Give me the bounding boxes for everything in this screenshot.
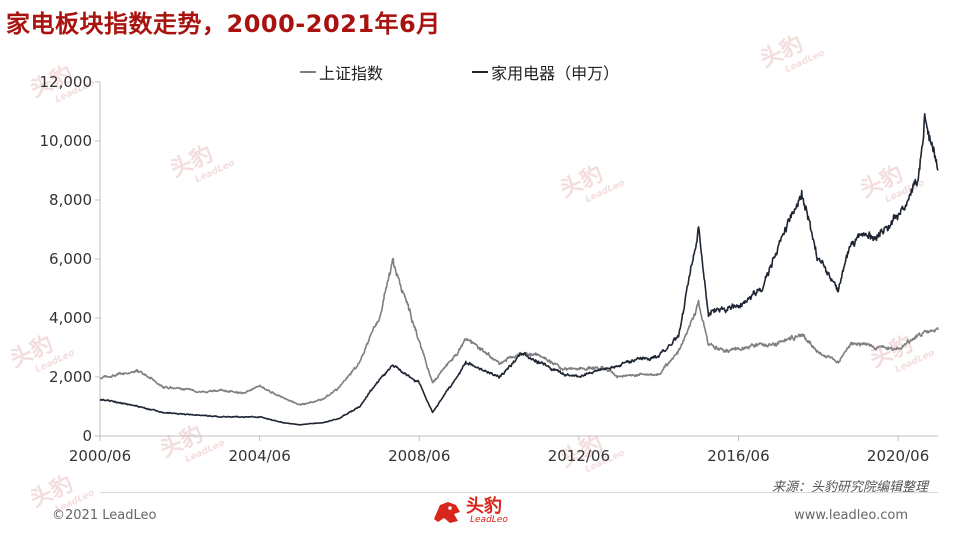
x-tick-label: 2020/06: [867, 447, 929, 465]
y-tick-label: 0: [82, 427, 92, 445]
y-tick-label: 4,000: [49, 309, 92, 327]
x-tick-label: 2016/06: [707, 447, 769, 465]
series-line-home-appliance-index: [99, 113, 939, 426]
legend-item-home-appliance-index: 家用电器（申万）: [472, 60, 619, 84]
x-tick-label: 2008/06: [388, 447, 450, 465]
y-tick-label: 10,000: [40, 132, 93, 150]
source-note: 来源：头豹研究院编辑整理: [771, 480, 928, 495]
y-tick-label: 12,000: [40, 73, 93, 91]
footer-divider: [100, 492, 938, 493]
logo-cn-text: 头豹: [466, 496, 502, 517]
website-link[interactable]: www.leadleo.com: [794, 508, 908, 523]
leadleo-logo: 头豹 LeadLeo: [432, 498, 508, 525]
legend-swatch: [300, 71, 316, 73]
legend-label: 上证指数: [319, 64, 384, 83]
logo-en-text: LeadLeo: [470, 515, 508, 525]
leopard-logo-icon: [434, 501, 460, 523]
x-tick-label: 2004/06: [228, 447, 290, 465]
x-tick-label: 2000/06: [69, 447, 131, 465]
series-line-shanghai-index: [99, 257, 939, 406]
y-tick-label: 2,000: [49, 368, 92, 386]
legend-item-shanghai-index: 上证指数: [300, 60, 383, 84]
chart-legend: 上证指数 家用电器（申万）: [300, 58, 703, 84]
legend-label: 家用电器（申万）: [491, 64, 620, 83]
legend-swatch: [472, 71, 489, 73]
copyright-text: ©2021 LeadLeo: [52, 508, 157, 523]
page-title: 家电板块指数走势，2000-2021年6月: [6, 10, 441, 38]
y-tick-label: 6,000: [49, 250, 92, 268]
y-tick-label: 8,000: [49, 191, 92, 209]
x-tick-label: 2012/06: [548, 447, 610, 465]
